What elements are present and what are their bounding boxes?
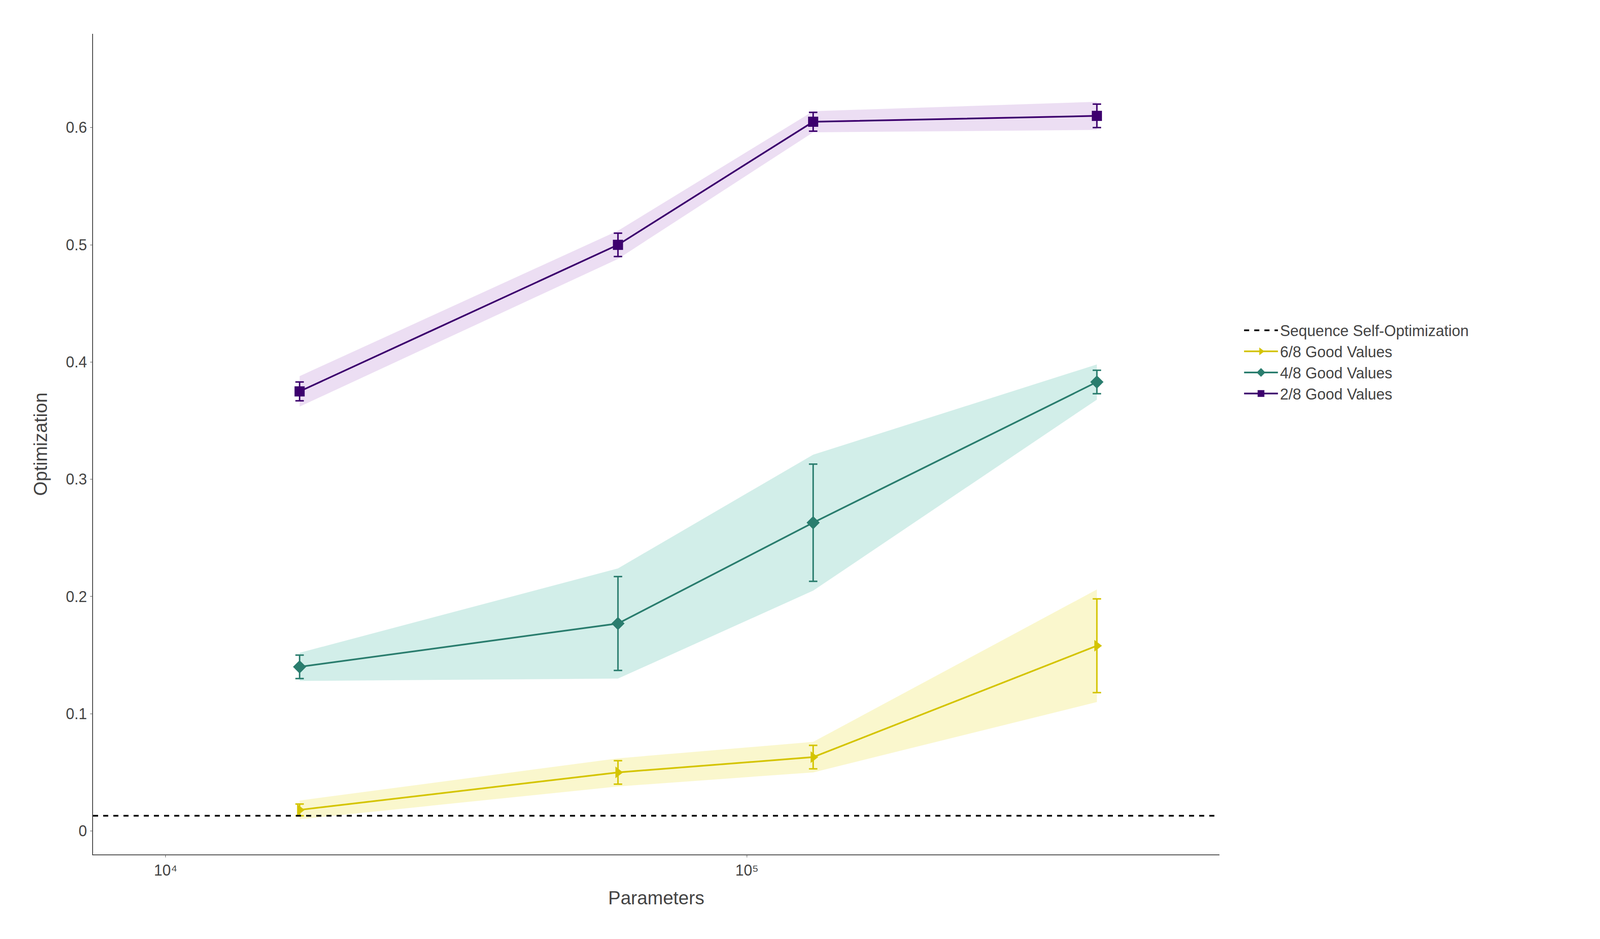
svg-text:10⁴: 10⁴	[153, 861, 178, 880]
svg-text:0.3: 0.3	[65, 470, 88, 488]
svg-text:Parameters: Parameters	[608, 887, 705, 909]
svg-text:Sequence Self-Optimization: Sequence Self-Optimization	[1279, 322, 1469, 340]
svg-text:0: 0	[78, 822, 88, 840]
svg-text:10⁵: 10⁵	[735, 861, 759, 880]
svg-text:6/8 Good Values: 6/8 Good Values	[1279, 343, 1393, 361]
svg-text:2/8 Good Values: 2/8 Good Values	[1279, 385, 1393, 403]
svg-text:Optimization: Optimization	[30, 392, 51, 496]
svg-text:0.1: 0.1	[65, 705, 88, 723]
svg-text:4/8 Good Values: 4/8 Good Values	[1279, 364, 1393, 382]
svg-text:0.2: 0.2	[65, 588, 88, 606]
svg-text:0.4: 0.4	[65, 353, 88, 371]
svg-text:0.5: 0.5	[65, 236, 88, 254]
svg-text:0.6: 0.6	[65, 118, 88, 137]
